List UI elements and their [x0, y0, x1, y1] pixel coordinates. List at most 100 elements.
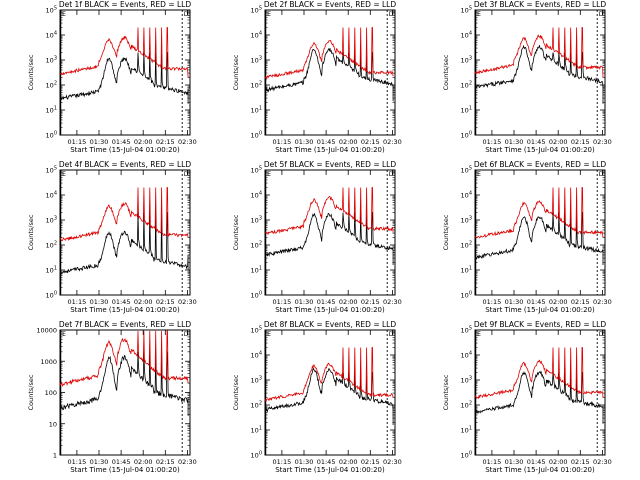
x-tick-label: 02:15: [361, 138, 380, 146]
panel-title: Det 1f BLACK = Events, RED = LLD: [59, 0, 192, 9]
plot-frame: [59, 9, 191, 136]
y-tick-label: 104: [461, 351, 472, 360]
y-tick-label: 100: [461, 131, 472, 140]
x-tick-label: 01:15: [483, 298, 502, 306]
y-tick-label: 100: [251, 131, 262, 140]
y-tick-label: 102: [251, 241, 262, 250]
x-tick-label: 02:30: [383, 458, 402, 466]
panel-2: Det 2f BLACK = Events, RED = LLD Counts/s…: [232, 0, 402, 154]
x-tick-label: 01:15: [483, 138, 502, 146]
y-tick-label: 102: [46, 241, 57, 250]
start-marker-label: E: [477, 171, 481, 178]
y-tick-label: 100: [46, 131, 57, 140]
panel-3: Det 3f BLACK = Events, RED = LLD Counts/s…: [442, 0, 612, 154]
y-tick-label: 103: [46, 56, 57, 65]
y-tick-label: 105: [461, 326, 472, 335]
x-tick-label: 02:15: [156, 138, 175, 146]
x-tick-label: 01:30: [505, 138, 524, 146]
panel-title: Det 9f BLACK = Events, RED = LLD: [474, 320, 607, 329]
x-tick-label: 02:00: [339, 458, 358, 466]
plot-frame: [474, 9, 606, 136]
x-tick-label: 02:15: [571, 458, 590, 466]
x-tick-label: 01:30: [90, 138, 109, 146]
x-tick-label: 02:30: [383, 138, 402, 146]
end-marker-label: D: [389, 331, 394, 338]
y-tick-label: 103: [46, 216, 57, 225]
x-tick-label: 01:15: [273, 138, 292, 146]
lld-series-line: [59, 187, 189, 242]
x-tick-label: 02:30: [178, 138, 197, 146]
y-tick-label: 1: [53, 452, 57, 460]
x-tick-label: 01:15: [68, 138, 87, 146]
y-tick-label: 102: [251, 401, 262, 410]
x-tick-label: 01:30: [505, 458, 524, 466]
y-axis-label: Counts/sec: [442, 54, 450, 90]
x-axis-label: Start Time (15-Jul-04 01:00:20): [485, 466, 595, 474]
panel-title: Det 3f BLACK = Events, RED = LLD: [474, 0, 607, 9]
y-axis-label: Counts/sec: [232, 214, 240, 250]
x-tick-label: 02:00: [134, 298, 153, 306]
y-tick-label: 100: [251, 291, 262, 300]
x-tick-label: 01:45: [317, 458, 336, 466]
y-tick-label: 103: [461, 216, 472, 225]
y-tick-label: 102: [461, 81, 472, 90]
y-tick-label: 101: [46, 266, 57, 275]
x-tick-label: 01:45: [317, 138, 336, 146]
x-axis-label: Start Time (15-Jul-04 01:00:20): [70, 306, 180, 314]
x-tick-label: 02:00: [339, 298, 358, 306]
x-tick-label: 01:45: [112, 298, 131, 306]
y-tick-label: 101: [461, 266, 472, 275]
x-tick-label: 01:15: [68, 458, 87, 466]
x-tick-label: 01:15: [273, 458, 292, 466]
panel-title: Det 7f BLACK = Events, RED = LLD: [59, 320, 192, 329]
y-tick-label: 105: [461, 6, 472, 15]
plot-frame: [59, 329, 191, 456]
x-tick-label: 01:45: [317, 298, 336, 306]
events-series-line: [59, 351, 189, 416]
y-tick-label: 105: [251, 166, 262, 175]
y-tick-label: 104: [251, 191, 262, 200]
x-axis-label: Start Time (15-Jul-04 01:00:20): [485, 306, 595, 314]
x-tick-label: 02:15: [361, 458, 380, 466]
x-tick-label: 02:30: [383, 298, 402, 306]
y-tick-label: 104: [461, 191, 472, 200]
end-marker-label: D: [389, 171, 394, 178]
x-tick-label: 01:30: [90, 458, 109, 466]
x-tick-label: 02:15: [156, 458, 175, 466]
y-tick-label: 103: [461, 376, 472, 385]
y-tick-label: 103: [251, 376, 262, 385]
start-marker-label: E: [477, 11, 481, 18]
panel-title: Det 8f BLACK = Events, RED = LLD: [264, 320, 397, 329]
lld-series-line: [474, 187, 604, 239]
x-tick-label: 01:15: [273, 298, 292, 306]
panel-title: Det 2f BLACK = Events, RED = LLD: [264, 0, 397, 9]
plot-frame: [474, 329, 606, 456]
x-tick-label: 02:30: [593, 458, 612, 466]
events-series-line: [59, 52, 189, 104]
events-series-line: [264, 47, 394, 102]
y-tick-label: 104: [46, 31, 57, 40]
x-tick-label: 01:30: [90, 298, 109, 306]
x-tick-label: 02:15: [571, 138, 590, 146]
start-marker-label: E: [62, 11, 66, 18]
panel-8: Det 8f BLACK = Events, RED = LLD Counts/s…: [232, 320, 402, 474]
y-tick-label: 102: [461, 401, 472, 410]
events-series-line: [264, 367, 394, 425]
y-tick-label: 101: [461, 106, 472, 115]
y-tick-label: 105: [46, 6, 57, 15]
start-marker-label: E: [62, 331, 66, 338]
plot-frame: [59, 169, 191, 296]
plot-frame: [474, 169, 606, 296]
panel-5: Det 5f BLACK = Events, RED = LLD Counts/s…: [232, 160, 402, 314]
x-tick-label: 01:45: [527, 298, 546, 306]
y-tick-label: 101: [46, 106, 57, 115]
y-tick-label: 100: [46, 291, 57, 300]
x-tick-label: 01:15: [68, 298, 87, 306]
panel-1: Det 1f BLACK = Events, RED = LLD Counts/s…: [27, 0, 197, 154]
y-axis-label: Counts/sec: [232, 374, 240, 410]
lld-series-line: [265, 187, 394, 236]
lld-series-line: [264, 27, 394, 80]
x-tick-label: 01:30: [295, 458, 314, 466]
x-tick-label: 02:15: [156, 298, 175, 306]
